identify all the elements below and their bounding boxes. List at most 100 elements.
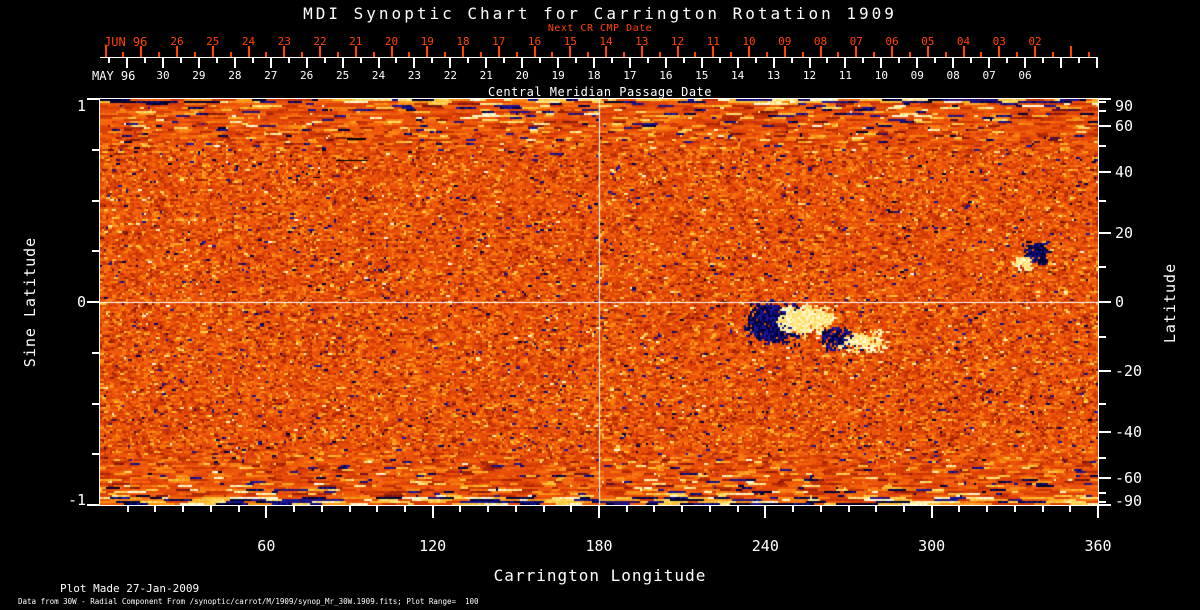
cmp-tick xyxy=(234,58,236,68)
cmp-day-label: 11 xyxy=(838,69,853,82)
longitude-tick xyxy=(1042,506,1044,512)
cmp-tick xyxy=(449,58,451,68)
longitude-tick xyxy=(570,506,572,512)
next-cr-tick xyxy=(265,52,267,57)
next-cr-tick xyxy=(873,52,875,57)
next-cr-day-label: 15 xyxy=(563,35,577,48)
next-cr-day-label: 18 xyxy=(456,35,470,48)
longitude-tick xyxy=(764,506,766,518)
cmp-tick xyxy=(467,58,469,63)
latitude-tick xyxy=(1099,232,1111,234)
cmp-tick xyxy=(1042,58,1044,63)
sine-latitude-tick xyxy=(92,453,99,455)
next-cr-tick xyxy=(408,52,410,57)
cmp-tick xyxy=(719,58,721,63)
magnetogram-heatmap xyxy=(100,99,1098,505)
cmp-tick xyxy=(1078,58,1080,63)
longitude-tick xyxy=(210,506,212,512)
next-cr-day-label: 17 xyxy=(492,35,506,48)
next-cr-tick xyxy=(498,46,500,57)
next-cr-day-label: 16 xyxy=(527,35,542,48)
cmp-tick xyxy=(862,58,864,63)
cmp-tick xyxy=(360,58,362,63)
cmp-day-label: 07 xyxy=(982,69,996,82)
sine-latitude-tick xyxy=(92,403,99,405)
sine-latitude-tick-label: 1 xyxy=(76,97,86,115)
cmp-month-label: MAY 96 xyxy=(92,69,136,83)
cmp-tick xyxy=(593,58,595,68)
next-cr-tick xyxy=(105,46,107,57)
longitude-tick xyxy=(626,506,628,512)
longitude-tick xyxy=(182,506,184,512)
cmp-tick xyxy=(306,58,308,68)
cmp-tick xyxy=(144,58,146,63)
longitude-tick xyxy=(432,506,434,518)
cmp-tick xyxy=(737,58,739,68)
longitude-tick xyxy=(1014,506,1016,512)
latitude-tick xyxy=(1099,457,1106,459)
sine-latitude-tick xyxy=(92,200,99,202)
latitude-tick-label: -40 xyxy=(1115,423,1143,442)
cmp-tick xyxy=(1006,58,1008,63)
latitude-tick-label: 90 xyxy=(1115,97,1134,115)
cmp-tick xyxy=(791,58,793,63)
cmp-tick xyxy=(1024,58,1026,68)
bottom-axis-title: Carrington Longitude xyxy=(493,566,707,585)
longitude-tick xyxy=(653,506,655,512)
cmp-tick xyxy=(826,58,828,63)
cmp-day-label: 24 xyxy=(371,69,386,82)
cmp-tick xyxy=(844,58,846,68)
next-cr-tick xyxy=(516,52,518,57)
longitude-tick xyxy=(903,506,905,512)
next-cr-tick xyxy=(1088,52,1090,57)
next-cr-tick xyxy=(1034,46,1036,57)
longitude-tick xyxy=(958,506,960,512)
cmp-day-label: 28 xyxy=(228,69,242,82)
cmp-tick xyxy=(378,58,380,68)
cmp-day-label: 30 xyxy=(156,69,170,82)
longitude-tick xyxy=(459,506,461,512)
next-cr-tick xyxy=(891,46,893,57)
cmp-tick xyxy=(970,58,972,63)
sine-latitude-tick xyxy=(92,250,99,252)
next-cr-day-label: 08 xyxy=(813,35,828,48)
next-cr-tick xyxy=(355,46,357,57)
next-cr-day-label: 22 xyxy=(313,35,327,48)
cmp-tick xyxy=(108,58,110,63)
next-cr-tick xyxy=(444,52,446,57)
next-cr-day-label: 23 xyxy=(277,35,291,48)
next-cr-tick xyxy=(462,46,464,57)
next-cr-day-label: 26 xyxy=(170,35,184,48)
next-cr-day-label: 02 xyxy=(1028,35,1042,48)
next-cr-day-label: 11 xyxy=(706,35,720,48)
next-cr-tick xyxy=(712,46,714,57)
next-cr-tick xyxy=(283,46,285,57)
latitude-tick-label: -20 xyxy=(1115,362,1143,381)
next-cr-tick xyxy=(1016,52,1018,57)
cmp-day-label: 08 xyxy=(946,69,960,82)
next-cr-tick xyxy=(784,46,786,57)
next-cr-tick xyxy=(373,52,375,57)
sine-latitude-tick xyxy=(87,301,99,303)
footer-data-source: Data from 30W - Radial Component From /s… xyxy=(18,597,479,606)
next-cr-tick xyxy=(623,52,625,57)
latitude-tick-label: 40 xyxy=(1115,162,1134,181)
next-cr-tick xyxy=(176,46,178,57)
longitude-tick xyxy=(515,506,517,512)
cmp-tick xyxy=(647,58,649,63)
longitude-tick xyxy=(709,506,711,512)
latitude-tick-label: 60 xyxy=(1115,117,1134,136)
latitude-tick-label: 0 xyxy=(1115,293,1125,311)
next-cr-tick xyxy=(998,46,1000,57)
latitude-tick xyxy=(1099,504,1111,506)
cmp-day-label: 26 xyxy=(300,69,314,82)
sine-latitude-tick-label: 0 xyxy=(76,293,86,311)
latitude-tick-label: 20 xyxy=(1115,223,1134,242)
longitude-tick xyxy=(1097,506,1099,518)
next-cr-tick xyxy=(927,46,929,57)
next-cr-tick xyxy=(534,46,536,57)
cmp-day-label: 15 xyxy=(695,69,709,82)
next-cr-tick xyxy=(587,52,589,57)
longitude-tick xyxy=(1069,506,1071,512)
cmp-tick xyxy=(665,58,667,68)
